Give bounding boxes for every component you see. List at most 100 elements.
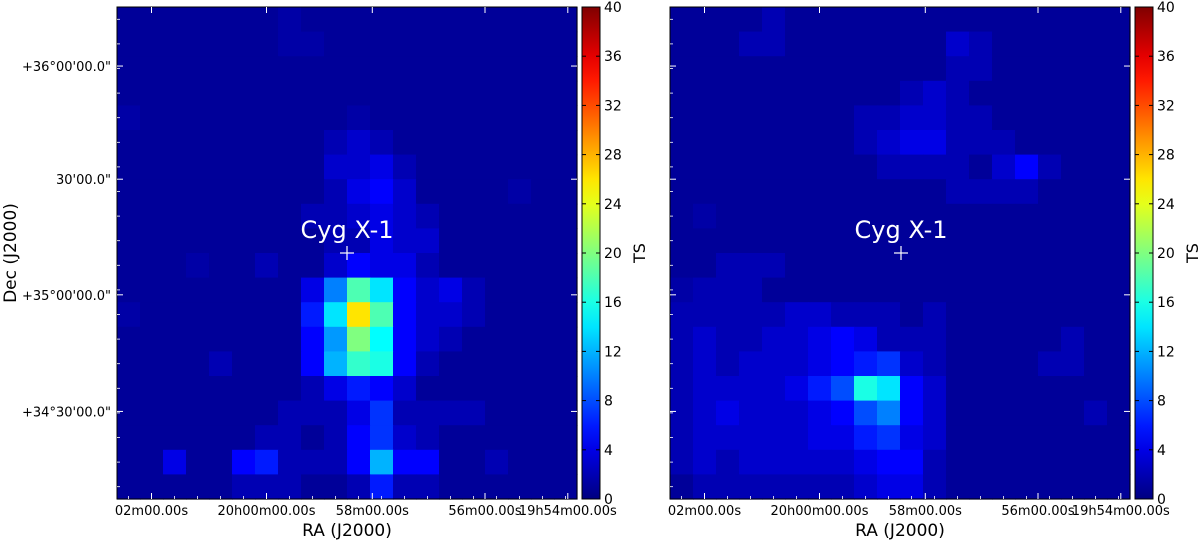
right-heatmap-cell [900,277,924,303]
left-heatmap-cell [370,351,394,377]
right-colorbar-tick-label: 28 [1157,148,1175,164]
right-heatmap-cell [739,228,763,254]
right-x-tick-label: 02m00.00s [668,504,741,519]
right-heatmap-cell [808,80,832,106]
right-heatmap-cell [716,425,740,451]
left-heatmap-cell [163,203,187,229]
right-heatmap-cell [762,31,786,57]
right-heatmap-cell [1038,277,1062,303]
right-heatmap-cell [992,376,1016,402]
right-heatmap-cell [1107,376,1131,402]
right-heatmap-cell [946,130,970,156]
right-heatmap-cell [785,80,809,106]
right-x-tick-label: 58m00.00s [889,504,962,519]
left-heatmap-cell [370,105,394,131]
right-heatmap-cell [1038,253,1062,279]
right-heatmap-cell [670,326,694,352]
right-heatmap-cell [854,253,878,279]
right-heatmap-cell [670,425,694,451]
left-heatmap-cell [324,277,348,303]
right-heatmap-cell [1084,7,1108,33]
left-heatmap-cell [255,376,279,402]
right-heatmap-cell [900,376,924,402]
right-heatmap-cell [900,105,924,131]
left-heatmap-cell [140,203,164,229]
left-heatmap-cell [278,253,302,279]
left-heatmap-cell [301,179,325,205]
right-heatmap-cell [900,7,924,33]
left-heatmap-cell [255,474,279,500]
right-heatmap-cell [1107,474,1131,500]
left-heatmap-cell [117,179,141,205]
right-heatmap-cell [785,302,809,328]
right-heatmap-cell [1038,80,1062,106]
right-heatmap-cell [900,80,924,106]
left-heatmap-cell [393,400,417,426]
right-heatmap-cell [762,253,786,279]
right-heatmap-cell [739,474,763,500]
left-heatmap-cell [416,351,440,377]
right-heatmap-cell [693,7,717,33]
left-heatmap-cell [301,80,325,106]
right-heatmap-cell [739,7,763,33]
left-heatmap-cell [347,31,371,57]
right-heatmap-cell [693,203,717,229]
right-heatmap-cell [739,351,763,377]
left-heatmap-cell [508,474,532,500]
left-heatmap-cell [324,474,348,500]
right-heatmap-cell [1084,31,1108,57]
left-heatmap-cell [255,425,279,451]
left-heatmap-cell [554,7,578,33]
right-heatmap-cell [785,31,809,57]
right-heatmap-cell [854,179,878,205]
left-heatmap-cell [370,425,394,451]
right-heatmap-cell [808,277,832,303]
left-heatmap-cell [140,105,164,131]
left-heatmap-cell [255,105,279,131]
right-heatmap-cell [923,179,947,205]
left-heatmap-cell [531,130,555,156]
left-heatmap-cell [347,474,371,500]
right-heatmap-cell [969,376,993,402]
right-heatmap-cell [900,154,924,180]
right-x-tick-label: 19h54m00.00s [1072,504,1170,519]
right-heatmap-cell [900,31,924,57]
left-heatmap-cell [393,130,417,156]
right-heatmap-cell [1084,105,1108,131]
right-heatmap-cell [900,326,924,352]
left-heatmap-cell [186,474,210,500]
left-heatmap-cell [485,179,509,205]
right-heatmap-cell [1015,277,1039,303]
right-heatmap-cell [1015,474,1039,500]
right-heatmap-cell [900,400,924,426]
right-heatmap-cell [785,228,809,254]
right-heatmap-cell [670,56,694,82]
left-heatmap-cell [324,228,348,254]
right-heatmap-cell [1061,179,1085,205]
left-x-tick-label: 56m00.00s [448,504,521,519]
right-heatmap-cell [693,474,717,500]
left-heatmap-cell [140,449,164,475]
right-heatmap-cell [877,253,901,279]
left-heatmap-cell [232,253,256,279]
left-heatmap-cell [140,376,164,402]
right-heatmap-cell [992,56,1016,82]
right-heatmap-cell [831,277,855,303]
right-x-axis-label: RA (J2000) [855,521,945,541]
right-heatmap-cell [670,179,694,205]
left-x-tick-label: 02m00.00s [115,504,188,519]
left-heatmap-cell [462,351,486,377]
left-heatmap-cell [531,474,555,500]
right-heatmap-cell [854,449,878,475]
right-heatmap-cell [1061,31,1085,57]
right-heatmap-cell [1015,31,1039,57]
right-heatmap-cell [762,105,786,131]
right-heatmap-cell [1107,253,1131,279]
left-heatmap-cell [163,105,187,131]
right-heatmap-cell [670,376,694,402]
right-heatmap-cell [946,154,970,180]
right-heatmap-cell [716,351,740,377]
left-heatmap-cell [508,130,532,156]
left-heatmap-cell [140,154,164,180]
left-heatmap-cell [186,253,210,279]
